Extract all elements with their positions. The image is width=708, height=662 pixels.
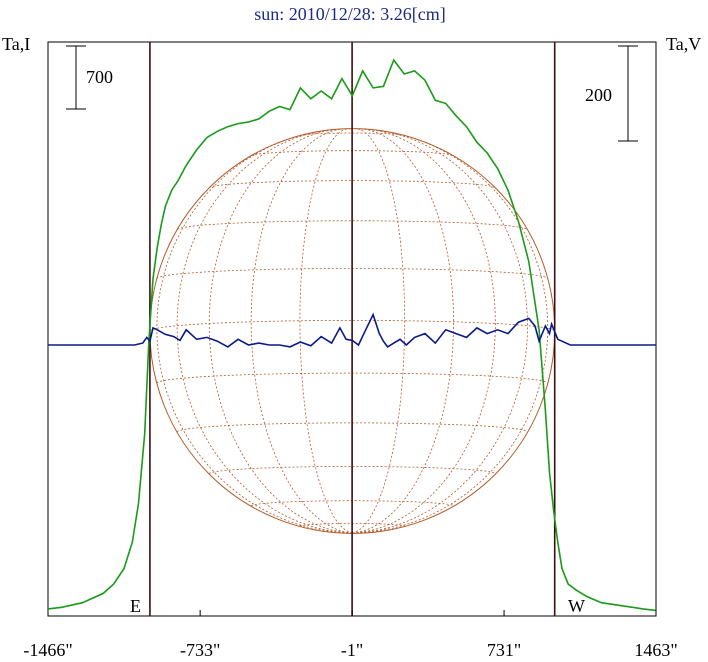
sun-parallel (209, 180, 496, 189)
sun-parallel (177, 220, 528, 230)
sun-meridian (208, 128, 353, 534)
limb-west-label: W (568, 596, 585, 616)
left-scale-bar-value: 700 (86, 67, 113, 87)
sun-meridian (176, 129, 353, 534)
limb-lines (149, 42, 556, 616)
chart-title: sun: 2010/12/28: 3.26[cm] (254, 4, 446, 24)
right-scale-bar: 200 (585, 45, 638, 142)
x-tick-label: 731" (487, 640, 521, 660)
x-axis: -1466" -733" -1" 731" 1463" (23, 610, 678, 660)
series-layer (47, 58, 657, 612)
sun-parallel (300, 132, 405, 136)
sun-meridian (352, 128, 496, 534)
sun-parallel (149, 320, 556, 332)
sun-meridian (299, 128, 353, 534)
sun-meridian (250, 128, 353, 534)
x-tick-label: 1463" (634, 640, 677, 660)
series-line-stokes-i (47, 58, 657, 612)
sun-meridian (352, 130, 549, 534)
sun-meridian (352, 129, 529, 534)
sun-meridian (352, 128, 454, 534)
x-tick-label: -1" (341, 640, 363, 660)
x-tick-label: -1466" (23, 640, 72, 660)
limb-east-label: E (130, 596, 141, 616)
right-scale-bar-value: 200 (585, 85, 612, 105)
left-scale-bar: 700 (66, 45, 113, 110)
x-tick-label: -733" (180, 640, 220, 660)
right-axis-label: Ta,V (666, 34, 701, 54)
series-line-stokes-v (48, 312, 656, 348)
left-axis-label: Ta,I (2, 34, 30, 54)
sun-meridian (156, 130, 353, 534)
sun-meridian (352, 128, 406, 534)
